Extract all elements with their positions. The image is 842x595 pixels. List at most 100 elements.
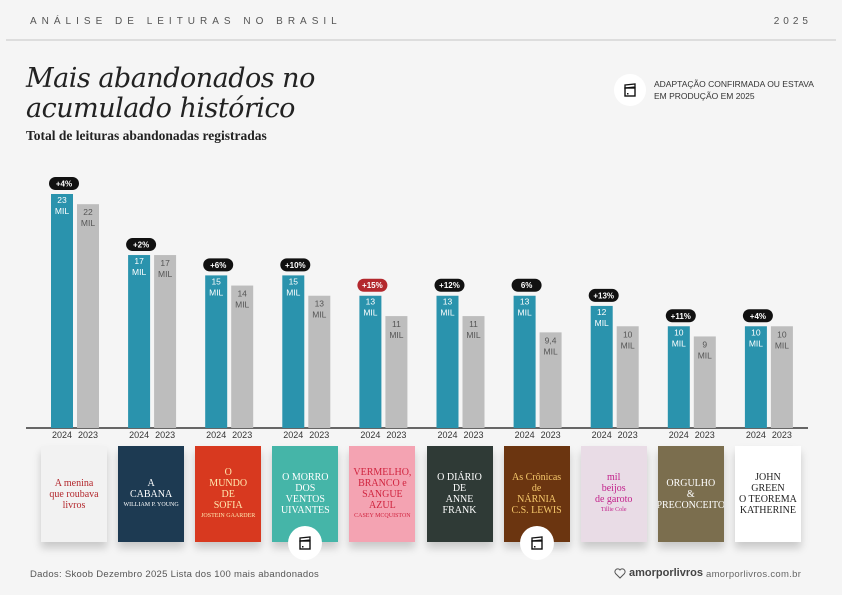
data-label-value: 13 bbox=[366, 297, 376, 307]
change-badge bbox=[511, 278, 542, 292]
book-cover-text: As Crônicas de bbox=[512, 472, 562, 494]
change-badge bbox=[665, 309, 696, 323]
bar-chart: 23MIL202422MIL2023+4%17MIL202417MIL2023+… bbox=[26, 177, 808, 440]
data-label-unit: MIL bbox=[363, 308, 377, 318]
book-cover-text: Tillie Cole bbox=[600, 507, 627, 513]
book-cover-text: VERMELHO, bbox=[353, 466, 412, 478]
bar-2024 bbox=[436, 295, 459, 428]
divider bbox=[6, 39, 836, 41]
kicker: ANÁLISE DE LEITURAS NO BRASIL bbox=[30, 16, 342, 27]
data-label-value: 15 bbox=[289, 276, 299, 286]
chart-title: Mais abandonados no acumulado histórico bbox=[26, 63, 315, 124]
bar-2023 bbox=[77, 204, 99, 428]
book-cover: O MUNDO DE SOFIA JOSTEIN GAARDER bbox=[195, 446, 262, 542]
site-link[interactable]: amorporlivros.com.br bbox=[706, 569, 802, 580]
book-cover-text: livros bbox=[62, 499, 86, 511]
bar-2023 bbox=[462, 316, 485, 428]
chart-subtitle: Total de leituras abandonadas registrada… bbox=[26, 128, 267, 143]
book-cover-text: O bbox=[224, 466, 232, 478]
bar-2023 bbox=[154, 255, 177, 428]
change-badge bbox=[280, 258, 311, 272]
x-tick-label: 2024 bbox=[283, 430, 303, 440]
data-label-unit: MIL bbox=[775, 340, 789, 350]
data-label-value: 10 bbox=[777, 329, 787, 339]
change-label: +2% bbox=[133, 241, 149, 250]
data-label-unit: MIL bbox=[132, 267, 146, 277]
data-label-unit: MIL bbox=[158, 269, 172, 279]
x-tick-label: 2024 bbox=[206, 430, 226, 440]
data-label-value: 13 bbox=[315, 299, 325, 309]
change-badge bbox=[742, 309, 773, 323]
data-label-unit: MIL bbox=[81, 218, 95, 228]
data-label-unit: MIL bbox=[312, 310, 326, 320]
clapperboard-icon bbox=[614, 74, 646, 106]
x-tick-label: 2024 bbox=[592, 430, 612, 440]
book-cover: VERMELHO, BRANCO e SANGUE AZUL CASEY MCQUIST… bbox=[349, 446, 416, 542]
x-tick-label: 2023 bbox=[309, 430, 329, 440]
x-tick-label: 2023 bbox=[541, 430, 561, 440]
data-label-unit: MIL bbox=[672, 338, 686, 348]
data-label-value: 10 bbox=[623, 329, 633, 339]
data-label-unit: MIL bbox=[749, 338, 763, 348]
brand-logo: amorporlivros bbox=[614, 567, 703, 579]
change-label: +11% bbox=[671, 312, 691, 321]
book-cover-text: beijos bbox=[601, 483, 626, 494]
change-label: +10% bbox=[285, 261, 306, 270]
heart-book-icon bbox=[614, 568, 626, 579]
book-cover-text: A menina bbox=[54, 477, 94, 489]
book-cover-text: JOSTEIN GAARDER bbox=[201, 512, 256, 519]
data-label-unit: MIL bbox=[518, 308, 532, 318]
data-label-unit: MIL bbox=[286, 287, 300, 297]
book-cover-text: CASEY MCQUISTON bbox=[354, 512, 411, 519]
x-tick-label: 2023 bbox=[695, 430, 715, 440]
change-badge bbox=[434, 278, 465, 292]
book-cover-text: O DIÁRIO DE bbox=[437, 472, 482, 494]
book-cover-text: DE bbox=[221, 488, 235, 500]
clapperboard-icon bbox=[519, 526, 554, 560]
x-tick-label: 2023 bbox=[155, 430, 175, 440]
bar-2023 bbox=[308, 295, 331, 428]
book-cover-text: O MORRO bbox=[282, 472, 329, 483]
x-tick-label: 2024 bbox=[129, 430, 149, 440]
book-cover-text: ORGULHO & bbox=[666, 477, 716, 500]
legend-text: ADAPTAÇÃO CONFIRMADA OU ESTAVA EM PRODUÇ… bbox=[654, 79, 814, 101]
x-tick-label: 2023 bbox=[386, 430, 406, 440]
change-label: +4% bbox=[56, 180, 72, 189]
change-label: +4% bbox=[750, 312, 766, 321]
book-cover-text: KATHERINE bbox=[739, 505, 796, 516]
book-cover-text: JOHN GREEN bbox=[751, 472, 785, 494]
data-label-unit: MIL bbox=[235, 300, 249, 310]
data-label-unit: MIL bbox=[698, 350, 712, 360]
change-label: +15% bbox=[362, 281, 383, 290]
bar-2024 bbox=[744, 326, 767, 428]
x-tick-label: 2024 bbox=[437, 430, 457, 440]
change-badge bbox=[203, 258, 234, 272]
bar-2024 bbox=[282, 275, 305, 428]
book-cover-text: MUNDO bbox=[209, 477, 248, 489]
legend: ADAPTAÇÃO CONFIRMADA OU ESTAVA EM PRODUÇ… bbox=[614, 74, 814, 106]
data-label-value: 10 bbox=[751, 327, 761, 337]
x-tick-label: 2023 bbox=[618, 430, 638, 440]
data-label-value: 13 bbox=[520, 297, 530, 307]
book-cover-text: de garoto bbox=[594, 494, 633, 505]
bar-2024 bbox=[513, 295, 536, 428]
bar-2024 bbox=[590, 305, 613, 428]
data-label-unit: MIL bbox=[466, 330, 480, 340]
clapperboard-icon bbox=[288, 526, 323, 560]
data-label-unit: MIL bbox=[621, 340, 635, 350]
bar-2024 bbox=[205, 275, 228, 428]
data-label-value: 10 bbox=[674, 327, 684, 337]
book-cover-text: DOS VENTOS bbox=[285, 483, 325, 505]
book-cover-text: SANGUE bbox=[362, 488, 403, 500]
data-label-value: 22 bbox=[83, 207, 93, 217]
change-label: +13% bbox=[593, 291, 614, 300]
change-badge bbox=[126, 238, 157, 252]
book-cover-text: mil bbox=[607, 472, 621, 483]
change-badge bbox=[357, 278, 388, 292]
bar-2023 bbox=[616, 326, 639, 428]
change-badge bbox=[588, 288, 619, 302]
data-label-unit: MIL bbox=[55, 206, 69, 216]
bar-2023 bbox=[693, 336, 716, 428]
data-label-unit: MIL bbox=[544, 346, 558, 356]
book-cover: mil beijos de garoto Tillie Cole bbox=[580, 446, 647, 542]
